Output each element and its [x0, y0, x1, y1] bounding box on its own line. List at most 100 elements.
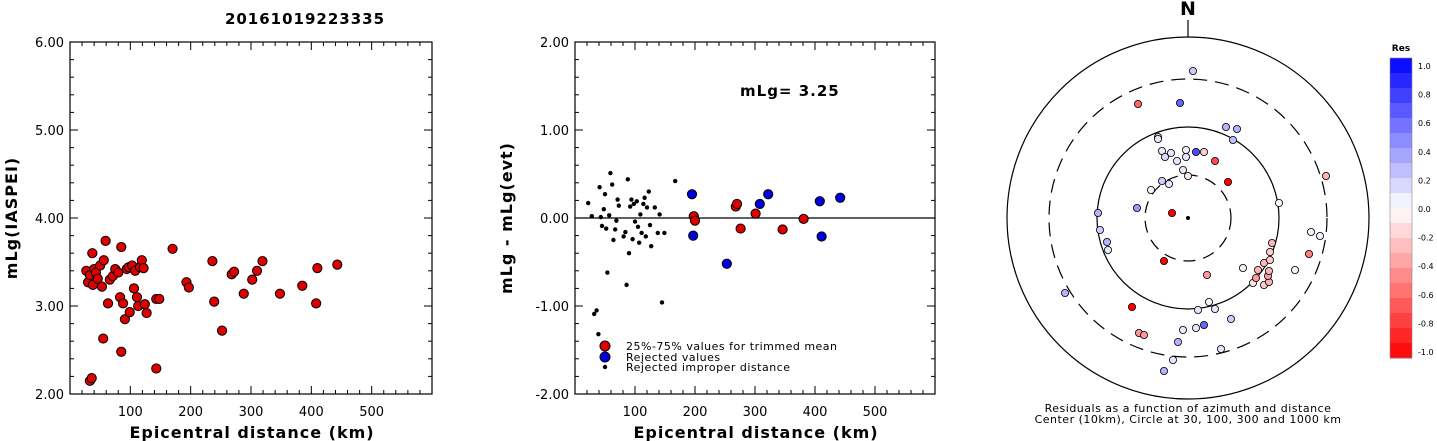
polar-point: [1147, 185, 1156, 194]
left-ytick-label: 2.00: [35, 388, 64, 403]
left-ytick-label: 5.00: [35, 124, 64, 139]
middle-point-improper: [621, 234, 626, 239]
middle-xtick-label: 200: [683, 405, 708, 420]
left-xtick-label: 500: [359, 405, 384, 420]
polar-point: [1229, 135, 1238, 144]
polar-point: [1103, 237, 1112, 246]
colorbar-cell: [1390, 223, 1412, 239]
left-point: [251, 265, 263, 276]
polar-point: [1158, 176, 1167, 185]
middle-point-improper: [631, 201, 636, 207]
colorbar-tick-label: -1.0: [1418, 348, 1434, 357]
middle-xtick-label: 300: [743, 405, 768, 420]
figure-title: 20161019223335: [225, 10, 385, 28]
middle-point-improper: [594, 308, 599, 313]
polar-point: [1161, 152, 1170, 161]
middle-point-improper: [634, 199, 639, 204]
legend-red-label: 25%-75% values for trimmed mean: [626, 340, 838, 353]
middle-point-improper: [646, 189, 651, 194]
middle-point-improper: [604, 226, 609, 231]
colorbar-cell: [1390, 208, 1412, 224]
colorbar-title: Res: [1392, 44, 1410, 54]
middle-point-improper: [599, 223, 605, 229]
polar-point: [1265, 266, 1274, 275]
polar-point: [1061, 288, 1070, 297]
left-point: [167, 243, 178, 254]
middle-point-improper: [638, 212, 643, 217]
polar-point: [1189, 67, 1198, 76]
polar-point: [1179, 325, 1188, 334]
colorbar-cell: [1390, 118, 1412, 134]
middle-point-improper: [605, 270, 610, 275]
middle-legend: 25%-75% values for trimmed mean Rejected…: [599, 340, 838, 374]
legend-blue-label: Rejected values: [626, 351, 721, 364]
polar-point: [1096, 225, 1105, 234]
left-point: [98, 255, 109, 266]
colorbar-cell: [1390, 163, 1412, 179]
colorbar-cell: [1390, 283, 1412, 299]
middle-point-trimmed: [750, 208, 761, 219]
middle-point-improper: [655, 230, 660, 236]
middle-point-improper: [630, 236, 635, 242]
left-point: [238, 288, 249, 299]
colorbar-cell: [1390, 298, 1412, 314]
left-point: [139, 299, 150, 310]
left-ytick-label: 3.00: [35, 300, 64, 315]
left-point: [141, 307, 152, 319]
polar-point: [1222, 123, 1231, 132]
colorbar-cell: [1390, 178, 1412, 194]
polar-point: [1316, 231, 1325, 240]
middle-point-improper: [589, 214, 594, 219]
colorbar-cell: [1390, 148, 1412, 164]
colorbar-cell: [1390, 133, 1412, 149]
middle-point-improper: [610, 182, 615, 187]
event-center: [1186, 216, 1190, 220]
left-xtick-label: 400: [299, 405, 324, 420]
colorbar-tick-label: -0.8: [1418, 319, 1434, 328]
middle-point-improper: [635, 224, 641, 229]
ring-100km: [1096, 126, 1280, 310]
middle-point-improper: [644, 205, 650, 210]
left-xtick-label: 300: [239, 405, 264, 420]
left-point: [96, 281, 108, 292]
polar-point: [1200, 147, 1209, 156]
middle-point-improper: [592, 311, 597, 317]
polar-point: [1140, 330, 1149, 339]
middle-xlabel: Epicentral distance (km): [633, 423, 878, 441]
polar-point: [1179, 165, 1188, 174]
polar-point: [1154, 134, 1163, 143]
left-ylabel: mLg(IASPEI): [2, 157, 21, 279]
middle-point-improper: [601, 207, 606, 212]
middle-xtick-label: 500: [863, 405, 888, 420]
colorbar-cell: [1390, 253, 1412, 269]
polar-point: [1227, 314, 1236, 323]
middle-point-improper: [657, 212, 662, 217]
north-label: N: [1180, 0, 1196, 20]
polar-point: [1275, 198, 1284, 207]
middle-point-improper: [641, 201, 646, 207]
polar-point: [1233, 125, 1242, 134]
polar-point: [1224, 177, 1233, 186]
left-plot: 100 200 300 400 500 2.00 3.00 4.00 5.00 6.00 Epic…: [2, 36, 433, 441]
colorbar-tick-label: -0.4: [1418, 262, 1434, 271]
middle-point-improper: [629, 197, 634, 202]
middle-point-trimmed: [777, 224, 788, 235]
colorbar-tick-label: 0.8: [1418, 91, 1431, 100]
polar-point: [1239, 263, 1248, 272]
colorbar-ticks: 1.0 0.8 0.6 0.4 0.2 0.0 -0.2 -0.4 -0.6 -0.8 -1.0: [1418, 62, 1434, 357]
polar-point: [1133, 203, 1142, 212]
colorbar-tick-label: -0.2: [1418, 234, 1434, 243]
left-point: [209, 296, 220, 307]
middle-ytick-label: 1.00: [540, 124, 569, 139]
left-ticks: 100 200 300 400 500 2.00 3.00 4.00 5.00 6.00: [35, 36, 432, 420]
legend-black-marker: [602, 364, 608, 370]
colorbar-border: [1389, 57, 1413, 359]
middle-point-improper: [649, 243, 654, 249]
left-point: [124, 307, 135, 318]
left-point: [100, 235, 111, 246]
left-point: [216, 325, 228, 336]
middle-ytick-label: -1.00: [535, 300, 569, 315]
left-plot-frame: [69, 41, 433, 395]
left-points: [81, 235, 343, 386]
